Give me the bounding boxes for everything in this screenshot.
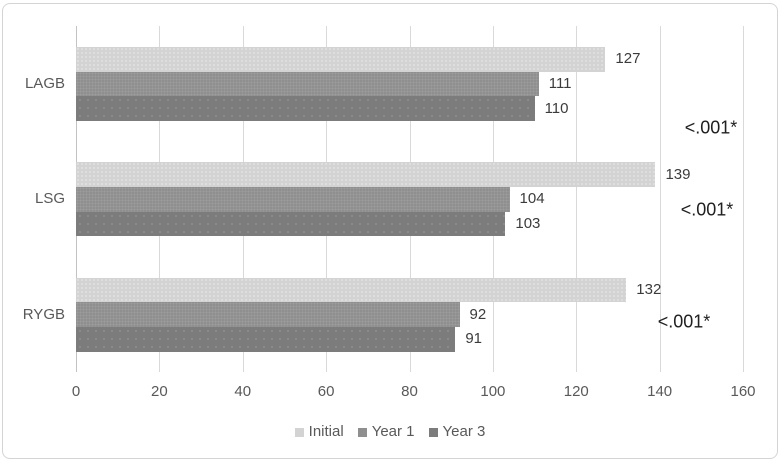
x-axis-tick-60: 60: [317, 383, 335, 400]
bar-year3-rygb: [76, 327, 456, 352]
gridline-140: [659, 26, 661, 372]
x-axis-tick-40: 40: [234, 383, 252, 400]
value-label-lsg-2: 103: [515, 215, 541, 233]
chart-legend: Initial Year 1 Year 3: [3, 423, 777, 441]
value-label-rygb-0: 132: [636, 281, 662, 299]
p-value-annotation-rygb: <.001*: [657, 311, 711, 332]
value-label-lagb-1: 111: [548, 75, 572, 93]
legend-label-initial: Initial: [308, 423, 344, 440]
bar-initial-rygb: [76, 277, 627, 303]
bar-year3-lagb: [76, 96, 535, 122]
x-axis-tick-0: 0: [71, 383, 81, 400]
p-value-annotation-lsg: <.001*: [680, 199, 734, 220]
x-axis-tick-20: 20: [151, 383, 168, 400]
x-axis-tick-120: 120: [563, 383, 589, 400]
gridline-160: [743, 26, 744, 372]
value-label-lsg-1: 104: [519, 190, 545, 208]
bar-year1-lagb: [76, 71, 539, 97]
bar-year3-lsg: [76, 211, 506, 237]
value-label-rygb-2: 91: [465, 330, 483, 348]
bar-initial-lsg: [76, 162, 656, 188]
value-label-lsg-0: 139: [665, 165, 691, 183]
bar-year1-rygb: [76, 302, 460, 328]
x-axis-tick-100: 100: [480, 383, 506, 400]
value-label-rygb-1: 92: [469, 305, 487, 323]
legend-label-year1: Year 1: [371, 423, 415, 440]
legend-swatch-initial: [294, 427, 304, 437]
category-label-rygb: RYGB: [22, 305, 65, 323]
x-axis-tick-160: 160: [730, 383, 756, 400]
value-label-lagb-2: 110: [544, 99, 569, 117]
category-label-lagb: LAGB: [24, 75, 65, 93]
legend-item-year1: Year 1: [357, 423, 415, 441]
x-axis-tick-80: 80: [401, 383, 418, 400]
bar-initial-lagb: [76, 47, 606, 72]
legend-swatch-year1: [357, 427, 367, 437]
gridline-120: [576, 26, 578, 372]
legend-swatch-year3: [428, 427, 438, 437]
bar-year1-lsg: [76, 187, 510, 212]
category-label-lsg: LSG: [34, 190, 65, 208]
x-axis-tick-140: 140: [647, 383, 673, 400]
legend-item-year3: Year 3: [428, 423, 486, 441]
legend-label-year3: Year 3: [442, 423, 486, 440]
p-value-annotation-lagb: <.001*: [684, 117, 738, 138]
legend-item-initial: Initial: [294, 423, 344, 441]
chart-frame: Initial Year 1 Year 3 0 20 40 60 80 100 120 140…: [2, 3, 778, 459]
value-label-lagb-0: 127: [615, 50, 641, 68]
